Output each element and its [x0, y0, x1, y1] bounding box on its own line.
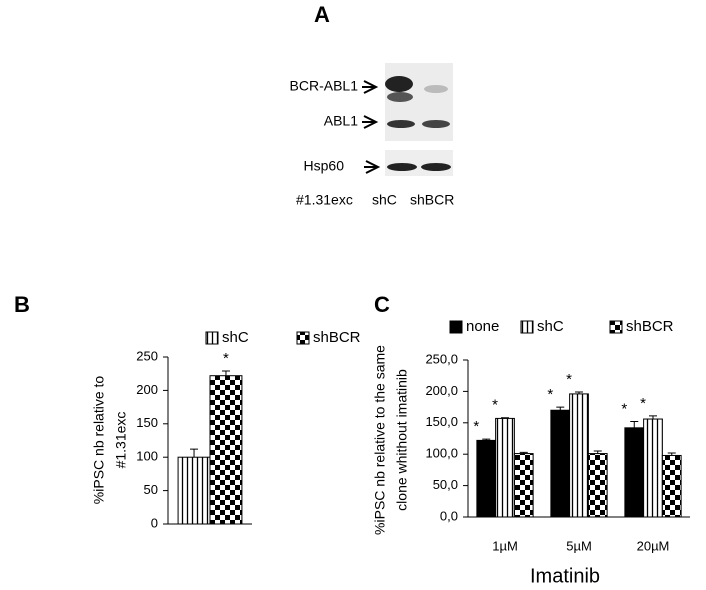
y-tick-label: 50,0	[433, 477, 458, 492]
error-bar	[630, 421, 639, 428]
y-tick-label: 200,0	[425, 383, 458, 398]
bar	[209, 375, 243, 525]
error-bar	[190, 448, 199, 458]
legend-swatch	[520, 320, 534, 334]
x-axis-label: Imatinib	[530, 565, 600, 587]
y-axis-label: clone whithout imatinib	[394, 369, 410, 511]
bar	[624, 427, 645, 518]
lane-label: shBCR	[410, 192, 454, 208]
error-bar	[556, 406, 565, 411]
arrow	[362, 115, 379, 129]
y-tick-label: 250,0	[425, 351, 458, 366]
error-bar	[649, 415, 657, 420]
bar	[177, 456, 211, 525]
bar	[495, 417, 515, 518]
legend-swatch	[205, 331, 219, 345]
y-tick-label: 200	[136, 382, 158, 397]
legend-label: none	[466, 318, 499, 335]
significance-label: *	[223, 350, 229, 367]
bar	[476, 439, 497, 518]
y-tick-label: 150	[136, 415, 158, 430]
panel-label: A	[314, 2, 330, 27]
band-label: ABL1	[324, 113, 358, 129]
error-bar	[221, 370, 230, 376]
significance-label: *	[492, 397, 498, 414]
error-bar	[519, 451, 528, 454]
bar	[661, 454, 682, 518]
bar	[643, 418, 663, 518]
y-tick-label: 250	[136, 348, 158, 363]
blot-image	[385, 63, 453, 176]
y-tick-label: 0,0	[440, 508, 458, 523]
x-tick-label: 1µM	[492, 538, 518, 553]
y-tick-label: 0	[151, 515, 158, 530]
arrow	[362, 80, 379, 94]
y-tick-label: 100	[136, 449, 158, 464]
bar	[513, 453, 534, 518]
legend-label: shBCR	[313, 329, 361, 346]
significance-label: *	[640, 395, 646, 412]
x-tick-label: 5µM	[566, 538, 592, 553]
legend-swatch	[296, 331, 310, 345]
band-label: Hsp60	[304, 158, 345, 174]
band-label: BCR-ABL1	[290, 78, 359, 94]
legend-swatch	[609, 320, 623, 334]
bar	[550, 409, 571, 518]
error-bar	[593, 450, 602, 454]
y-axis-label: %iPSC nb relative to the same	[372, 345, 388, 535]
significance-label: *	[566, 371, 572, 388]
lanes-label: #1.31exc	[296, 192, 353, 208]
y-tick-label: 150,0	[425, 414, 458, 429]
legend-label: shC	[222, 329, 249, 346]
legend-label: shBCR	[626, 318, 674, 335]
significance-label: *	[473, 418, 479, 435]
legend-label: shC	[537, 318, 564, 335]
error-bar	[482, 438, 491, 441]
lane-label: shC	[372, 192, 397, 208]
significance-label: *	[621, 401, 627, 418]
bar	[587, 453, 608, 518]
legend-swatch	[449, 320, 463, 334]
significance-label: *	[547, 386, 553, 403]
x-tick-label: 20µM	[637, 538, 670, 553]
panel-label: B	[14, 292, 30, 317]
y-tick-label: 50	[144, 482, 158, 497]
error-bar	[575, 391, 583, 394]
arrow	[364, 160, 381, 174]
y-axis-label: #1.31exc	[113, 412, 129, 469]
y-tick-label: 100,0	[425, 446, 458, 461]
error-bar	[667, 452, 676, 456]
panel-label: C	[374, 292, 390, 317]
error-bar	[501, 417, 509, 419]
bar	[569, 393, 589, 518]
y-axis-label: %iPSC nb relative to	[91, 376, 107, 505]
